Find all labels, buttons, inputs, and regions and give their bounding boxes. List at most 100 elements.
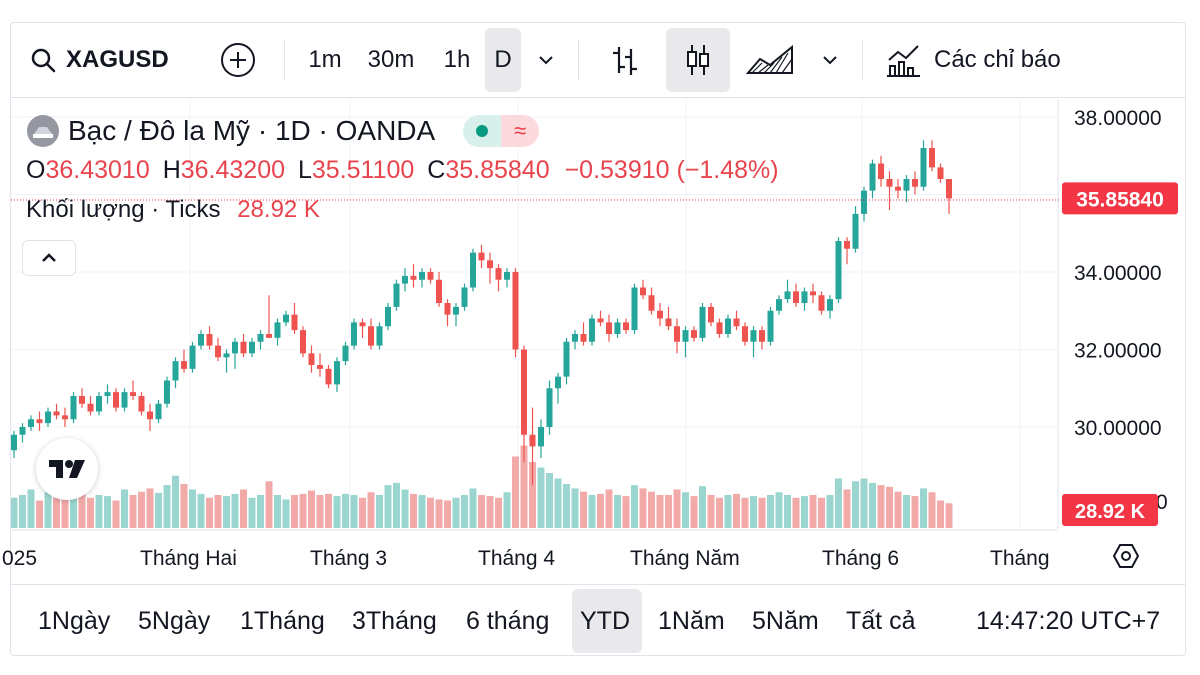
range-1m[interactable]: 1Tháng [240, 606, 325, 635]
candle-body[interactable] [640, 287, 646, 296]
candle-body[interactable] [708, 306, 714, 323]
candle-body[interactable] [308, 353, 315, 365]
candle-body[interactable] [657, 310, 663, 319]
candle-body[interactable] [215, 345, 221, 358]
candle-body[interactable] [546, 388, 553, 427]
candle-body[interactable] [827, 299, 833, 311]
candle-body[interactable] [487, 260, 493, 269]
candle-body[interactable] [351, 322, 357, 346]
range-ytd[interactable]: YTD [580, 606, 630, 635]
interval-1h[interactable]: 1h [443, 46, 471, 73]
candle-body[interactable] [733, 318, 740, 327]
candle-body[interactable] [138, 396, 145, 412]
candle-body[interactable] [495, 268, 502, 280]
candle-body[interactable] [232, 341, 238, 354]
interval-1m[interactable]: 1m [308, 46, 342, 73]
candle-body[interactable] [538, 427, 544, 447]
data-status-icon[interactable]: ≈ [501, 115, 540, 147]
range-6m[interactable]: 6 tháng [466, 606, 550, 635]
candle-body[interactable] [818, 295, 825, 311]
chart-type-dropdown-button[interactable] [816, 22, 844, 98]
candle-body[interactable] [742, 326, 748, 342]
candle-body[interactable] [155, 403, 162, 420]
candle-body[interactable] [223, 353, 230, 358]
candle-body[interactable] [937, 167, 944, 179]
range-5d[interactable]: 5Ngày [138, 606, 211, 635]
candle-body[interactable] [767, 310, 774, 342]
range-3m[interactable]: 3Tháng [352, 606, 437, 635]
candle-body[interactable] [393, 283, 400, 307]
indicators-button[interactable]: Các chỉ báo [886, 22, 1096, 98]
timezone-clock[interactable]: 14:47:20 UTC+7 [976, 606, 1161, 635]
candle-body[interactable] [776, 299, 782, 311]
candle-body[interactable] [886, 179, 893, 187]
candle-body[interactable] [691, 330, 697, 338]
candle-body[interactable] [929, 148, 935, 168]
candle-body[interactable] [359, 322, 366, 327]
candle-body[interactable] [631, 287, 638, 331]
candle-body[interactable] [419, 272, 425, 280]
candle-body[interactable] [62, 415, 68, 420]
candle-body[interactable] [317, 365, 323, 369]
candle-body[interactable] [453, 306, 459, 315]
candle-body[interactable] [291, 314, 298, 331]
candle-body[interactable] [682, 330, 689, 342]
candle-body[interactable] [28, 419, 34, 427]
candle-body[interactable] [665, 318, 672, 327]
candle-body[interactable] [87, 403, 94, 412]
candle-body[interactable] [878, 163, 884, 180]
range-1y[interactable]: 1Năm [658, 606, 725, 635]
interval-dropdown-button[interactable] [532, 22, 560, 98]
candle-body[interactable] [402, 275, 408, 284]
candle-body[interactable] [121, 392, 128, 408]
candle-body[interactable] [113, 392, 119, 408]
candle-body[interactable] [283, 314, 289, 323]
candle-body[interactable] [444, 303, 451, 315]
candle-body[interactable] [36, 419, 43, 424]
candle-body[interactable] [572, 334, 578, 342]
range-1d[interactable]: 1Ngày [38, 606, 111, 635]
candle-body[interactable] [427, 272, 434, 280]
area-chart-type-button[interactable] [740, 22, 800, 98]
candle-body[interactable] [623, 322, 629, 331]
candle-body[interactable] [861, 190, 867, 214]
candle-body[interactable] [784, 291, 791, 300]
candle-body[interactable] [946, 179, 952, 199]
candle-body[interactable] [45, 411, 51, 424]
candle-body[interactable] [266, 334, 272, 338]
candle-body[interactable] [436, 279, 442, 303]
candle-body[interactable] [19, 427, 26, 435]
candle-body[interactable] [96, 396, 102, 412]
range-5y[interactable]: 5Năm [752, 606, 819, 635]
candle-body[interactable] [793, 291, 799, 303]
candle-body[interactable] [512, 272, 519, 350]
candle-body[interactable] [555, 376, 561, 389]
candle-body[interactable] [529, 434, 536, 447]
candle-body[interactable] [206, 334, 213, 346]
candle-body[interactable] [852, 213, 859, 249]
interval-30m[interactable]: 30m [367, 46, 415, 73]
candles-chart-type-button[interactable] [666, 22, 730, 98]
candle-body[interactable] [750, 330, 757, 342]
candle-body[interactable] [920, 148, 927, 187]
candle-body[interactable] [504, 272, 510, 280]
candle-body[interactable] [130, 392, 136, 396]
candle-body[interactable] [580, 334, 587, 342]
candle-body[interactable] [300, 330, 306, 354]
candle-body[interactable] [385, 306, 391, 327]
candle-body[interactable] [895, 186, 901, 191]
candle-body[interactable] [903, 179, 910, 191]
compare-symbol-button[interactable] [216, 22, 260, 98]
bar-chart-type-button[interactable] [600, 22, 650, 98]
candle-body[interactable] [189, 345, 196, 369]
candle-body[interactable] [912, 179, 918, 187]
candle-body[interactable] [648, 295, 655, 311]
candle-body[interactable] [869, 163, 876, 191]
candle-body[interactable] [257, 334, 264, 342]
collapse-legend-button[interactable] [22, 240, 76, 276]
candle-body[interactable] [835, 241, 842, 300]
market-status-dot[interactable] [463, 115, 502, 147]
axis-settings-icon[interactable] [1112, 544, 1140, 568]
candle-body[interactable] [810, 291, 816, 296]
